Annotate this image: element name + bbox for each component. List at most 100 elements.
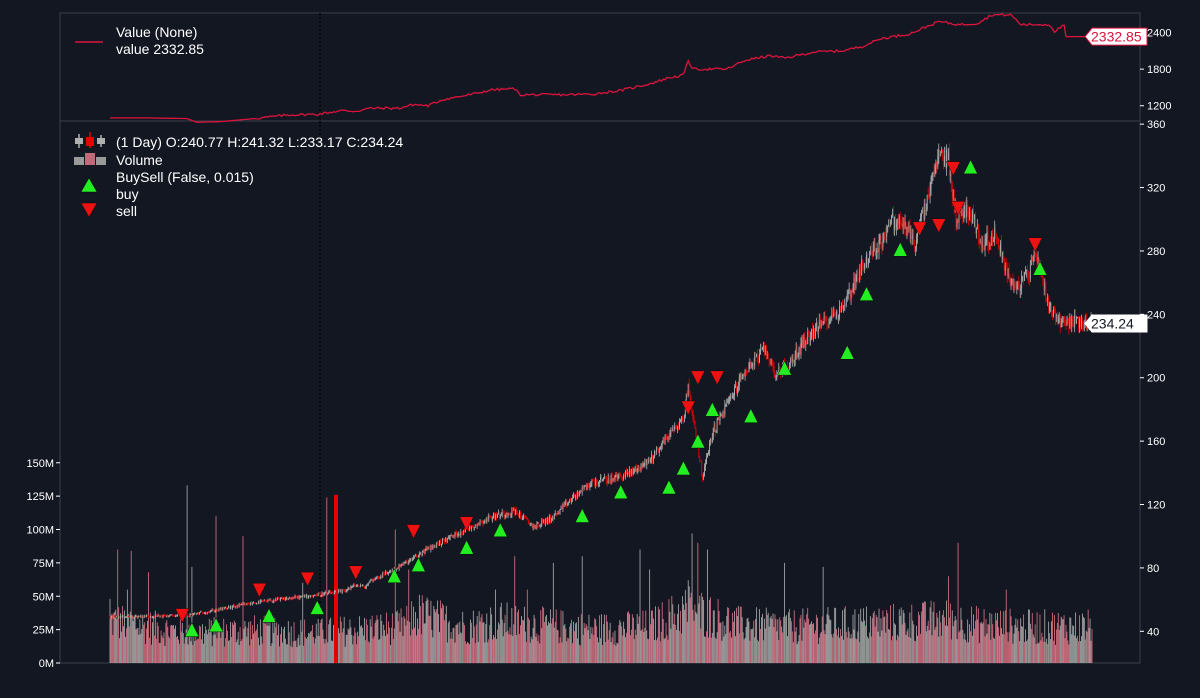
volume-bar [970,631,971,663]
volume-bar [404,618,406,663]
candle-body [612,478,614,482]
price-axis-tick-label: 200 [1147,373,1165,385]
volume-bar [971,606,972,663]
volume-bar [524,631,526,663]
candle-body [1062,320,1064,322]
volume-bar [1040,640,1042,663]
candle-body [738,376,740,386]
candle-body [935,161,937,168]
candle-body [216,609,218,611]
volume-bar [811,621,812,663]
candle-body [666,437,668,440]
candle-body [373,579,375,581]
candle-body [937,155,939,166]
candle-body [892,213,893,216]
volume-bar [432,637,434,663]
volume-bar [852,614,854,663]
volume-bar [258,637,259,663]
candle-body [518,513,520,517]
volume-bar [1027,609,1029,663]
volume-bar [842,639,844,663]
volume-bar [772,613,774,663]
volume-bar [435,612,437,663]
volume-bar [509,627,511,663]
volume-bar [291,647,293,663]
volume-bar [829,619,831,663]
candle-body [861,259,863,276]
candle-body [626,471,627,475]
candle-body [136,615,138,618]
volume-bar [579,645,581,663]
candle-body [110,617,112,619]
candle-body [943,152,944,166]
candle-body [263,600,265,602]
volume-bar [1084,639,1086,663]
volume-bar [297,637,299,663]
volume-bar [741,617,743,663]
candle-body [269,599,271,601]
candle-body [364,586,365,589]
volume-bar [483,621,485,663]
candle-body [996,237,997,239]
candle-body [358,585,360,587]
candle-body [169,615,171,617]
candle-body [762,346,763,350]
candle-body [574,494,575,498]
volume-bar [601,614,602,663]
candle-body [502,511,504,513]
volume-bar [348,629,350,663]
volume-bar [707,549,708,663]
candle-body [485,520,487,522]
volume-bar [313,643,315,663]
candle-body [266,601,268,603]
candle-body [156,615,158,617]
volume-bar [190,641,192,663]
candle-body [479,521,481,525]
volume-bar [331,640,333,663]
candle-body [300,596,302,598]
volume-bar [397,621,399,663]
volume-bar [946,600,947,663]
candle-body [907,226,909,231]
candle-body [881,244,883,247]
volume-bar [573,621,574,663]
volume-bar [321,618,323,663]
volume-bar [370,626,372,663]
candle-body [995,228,997,238]
volume-bar [506,602,508,663]
candle-body [842,305,843,309]
candle-body [975,229,977,234]
candle-body [983,248,985,250]
volume-bar [877,631,879,663]
candle-body [220,607,222,610]
candle-body [209,611,211,613]
volume-bar [837,635,838,663]
candle-body [1001,242,1002,259]
volume-bar [724,625,726,663]
volume-bar [443,605,444,663]
candle-body [538,522,540,526]
volume-axis-tick-label: 0M [39,658,54,670]
value-axis-tick-label: 1200 [1147,101,1171,113]
volume-bar [624,628,626,663]
volume-bar [584,628,586,663]
volume-bar [153,635,155,663]
candle-body [555,513,557,515]
volume-bar [959,630,961,663]
volume-bar [132,621,134,663]
volume-bar [808,618,810,663]
volume-bar [903,613,905,663]
candle-body [221,607,223,611]
volume-bar [984,636,986,663]
candle-body [437,542,439,545]
volume-bar [762,640,764,663]
volume-bar [137,627,139,663]
volume-bar [500,602,502,663]
candle-body [1076,317,1077,324]
volume-bar [1066,631,1068,663]
volume-bar [537,641,539,663]
sell-marker [251,582,267,598]
candle-body [458,534,460,535]
volume-bar [888,629,890,663]
volume-bar [939,610,941,663]
